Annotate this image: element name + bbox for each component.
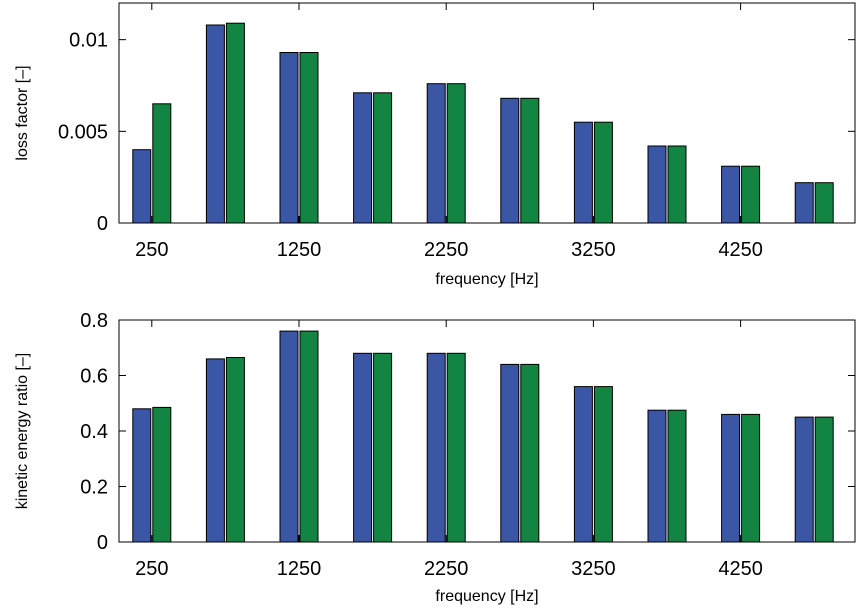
- bar-series1-3750: [647, 145, 667, 224]
- y-axis-title: kinetic energy ratio [–]: [14, 353, 31, 510]
- x-axis-title: frequency [Hz]: [435, 588, 538, 605]
- bar-series1-4750: [794, 416, 814, 543]
- bar-series1-3250: [573, 121, 593, 224]
- y-tick-label: 0: [97, 213, 108, 235]
- kinetic-energy-ratio-chart: 0 0.2 0.4 0.6 0.8 250 1250 2250 3250 4250 frequenc…: [14, 310, 856, 605]
- bar-series2-250: [152, 103, 172, 224]
- bar-series2-3250: [593, 121, 613, 224]
- bar-series1-750: [205, 24, 225, 224]
- bar-series1-3750: [647, 409, 667, 543]
- x-tick-label: 250: [135, 558, 168, 580]
- bar-series2-2750: [520, 363, 540, 543]
- bar-series2-3750: [667, 409, 687, 543]
- bar-series2-4750: [814, 182, 834, 224]
- bar-series2-1750: [373, 92, 393, 224]
- bar-series1-4250: [721, 165, 741, 224]
- bar-series1-2250: [426, 83, 446, 224]
- x-tick-label: 1250: [277, 239, 322, 261]
- bar-series1-1250: [279, 330, 299, 543]
- bar-series1-4750: [794, 182, 814, 224]
- bar-series2-3750: [667, 145, 687, 224]
- bar-series1-2250: [426, 352, 446, 543]
- y-tick-label: 0.2: [80, 477, 108, 499]
- bar-series2-4750: [814, 416, 834, 543]
- y-tick-label: 0.4: [80, 421, 108, 443]
- bar-series1-3250: [573, 386, 593, 543]
- x-tick-label: 2250: [424, 558, 469, 580]
- bar-series2-1750: [373, 352, 393, 543]
- bar-series2-3250: [593, 386, 613, 543]
- y-axis-title: loss factor [–]: [14, 65, 31, 160]
- bar-series2-750: [225, 357, 245, 543]
- bar-series1-1750: [353, 352, 373, 543]
- bar-series1-2750: [500, 97, 520, 224]
- loss-factor-chart: 0 0.005 0.01 250 1250 2250 3250 4250 frequency […: [14, 2, 856, 288]
- y-tick-label: 0.6: [80, 366, 108, 388]
- y-tick-label: 0.005: [58, 121, 108, 143]
- bar-series2-1250: [299, 330, 319, 543]
- x-tick-label: 2250: [424, 239, 469, 261]
- y-tick-label: 0.01: [69, 30, 108, 52]
- bar-series1-750: [205, 358, 225, 543]
- x-axis-title: frequency [Hz]: [435, 271, 538, 288]
- bar-series2-4250: [741, 413, 761, 543]
- bar-series2-750: [225, 22, 245, 224]
- bar-series2-250: [152, 406, 172, 543]
- plot-frame: [118, 2, 856, 224]
- x-tick-label: 3250: [571, 558, 616, 580]
- bar-series1-1250: [279, 52, 299, 224]
- bar-series2-2750: [520, 97, 540, 224]
- bar-series2-1250: [299, 52, 319, 224]
- y-tick-label: 0.8: [80, 310, 108, 332]
- x-tick-label: 250: [135, 239, 168, 261]
- bar-series2-2250: [446, 352, 466, 543]
- y-tick-label: 0: [97, 532, 108, 554]
- bar-series2-4250: [741, 165, 761, 224]
- x-tick-label: 3250: [571, 239, 616, 261]
- bar-series1-1750: [353, 92, 373, 224]
- x-tick-label: 4250: [718, 239, 763, 261]
- bar-series1-4250: [721, 413, 741, 543]
- bar-series2-2250: [446, 83, 466, 224]
- x-tick-label: 4250: [718, 558, 763, 580]
- bar-series1-250: [132, 149, 152, 224]
- bar-series1-2750: [500, 363, 520, 543]
- x-tick-label: 1250: [277, 558, 322, 580]
- bar-series1-250: [132, 408, 152, 543]
